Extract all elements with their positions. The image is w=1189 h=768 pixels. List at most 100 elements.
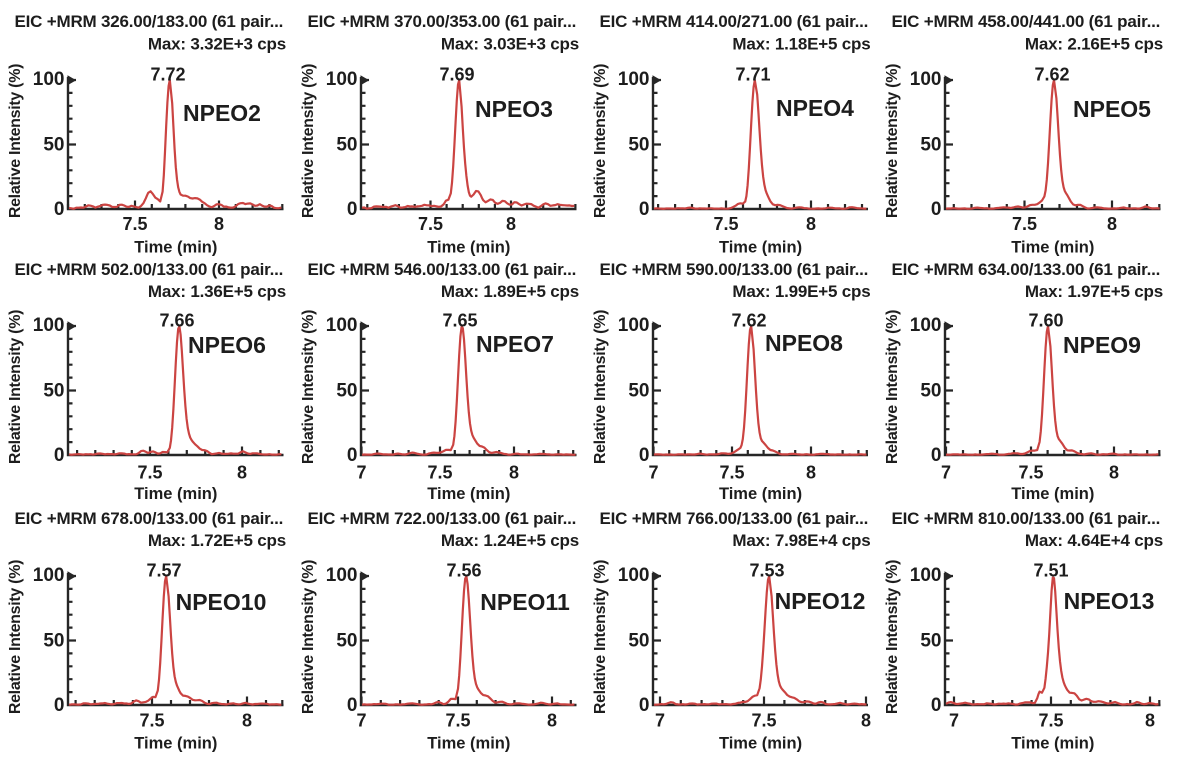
svg-text:Time (min): Time (min) (427, 239, 510, 257)
svg-text:Time (min): Time (min) (719, 735, 802, 753)
svg-text:Time (min): Time (min) (719, 239, 802, 257)
svg-text:Relative Intensity (%): Relative Intensity (%) (592, 560, 609, 714)
svg-text:0: 0 (347, 445, 358, 466)
svg-text:7: 7 (356, 711, 366, 731)
svg-text:Relative Intensity (%): Relative Intensity (%) (300, 64, 317, 218)
svg-text:7.5: 7.5 (1038, 711, 1063, 731)
svg-text:50: 50 (920, 381, 941, 402)
svg-text:NPEO12: NPEO12 (775, 588, 866, 614)
svg-text:8: 8 (242, 711, 252, 731)
svg-text:100: 100 (618, 565, 650, 586)
svg-text:7: 7 (941, 463, 951, 483)
svg-text:EIC +MRM 546.00/133.00 (61 pai: EIC +MRM 546.00/133.00 (61 pair... (308, 260, 577, 279)
svg-text:Time (min): Time (min) (427, 735, 510, 753)
svg-text:50: 50 (43, 135, 64, 156)
svg-text:7.5: 7.5 (1012, 214, 1037, 234)
svg-text:Relative Intensity (%): Relative Intensity (%) (7, 560, 24, 714)
svg-text:7.65: 7.65 (442, 311, 477, 331)
svg-text:100: 100 (618, 315, 650, 336)
svg-text:8: 8 (509, 463, 519, 483)
svg-text:7: 7 (949, 711, 959, 731)
svg-text:50: 50 (336, 381, 357, 402)
svg-text:7.5: 7.5 (418, 214, 443, 234)
svg-text:7.5: 7.5 (427, 463, 452, 483)
svg-text:100: 100 (33, 565, 65, 586)
svg-text:7.5: 7.5 (713, 214, 738, 234)
svg-text:EIC +MRM 458.00/441.00 (61 pai: EIC +MRM 458.00/441.00 (61 pair... (892, 12, 1161, 31)
svg-text:7.56: 7.56 (446, 561, 481, 581)
svg-text:50: 50 (43, 631, 64, 652)
svg-text:0: 0 (639, 199, 650, 220)
svg-text:Relative Intensity (%): Relative Intensity (%) (592, 64, 609, 218)
svg-text:7.66: 7.66 (159, 311, 194, 331)
svg-text:NPEO4: NPEO4 (776, 95, 854, 121)
svg-text:Time (min): Time (min) (134, 485, 217, 503)
svg-text:7.5: 7.5 (137, 463, 162, 483)
svg-text:Time (min): Time (min) (719, 485, 802, 503)
svg-text:EIC +MRM 678.00/133.00 (61 pai: EIC +MRM 678.00/133.00 (61 pair... (15, 509, 284, 528)
svg-text:0: 0 (347, 199, 358, 220)
svg-text:NPEO6: NPEO6 (188, 332, 266, 358)
svg-text:Max: 1.36E+5 cps: Max: 1.36E+5 cps (148, 282, 286, 301)
svg-text:7.72: 7.72 (150, 65, 185, 85)
svg-text:50: 50 (336, 631, 357, 652)
svg-text:7: 7 (648, 463, 658, 483)
svg-text:7.5: 7.5 (445, 711, 470, 731)
svg-text:Relative Intensity (%): Relative Intensity (%) (7, 64, 24, 218)
svg-text:100: 100 (326, 315, 358, 336)
svg-text:Time (min): Time (min) (427, 485, 510, 503)
svg-text:0: 0 (931, 695, 942, 716)
svg-text:100: 100 (33, 315, 65, 336)
svg-text:7.57: 7.57 (146, 561, 181, 581)
svg-text:100: 100 (618, 69, 650, 90)
svg-text:NPEO8: NPEO8 (765, 330, 843, 356)
svg-text:Time (min): Time (min) (134, 735, 217, 753)
svg-text:0: 0 (931, 199, 942, 220)
svg-text:7: 7 (655, 711, 665, 731)
svg-text:Max: 2.16E+5 cps: Max: 2.16E+5 cps (1025, 34, 1163, 53)
svg-text:0: 0 (931, 445, 942, 466)
svg-text:50: 50 (43, 381, 64, 402)
svg-text:0: 0 (54, 445, 65, 466)
svg-text:NPEO9: NPEO9 (1063, 332, 1141, 358)
svg-text:50: 50 (628, 381, 649, 402)
svg-text:NPEO2: NPEO2 (183, 100, 261, 126)
svg-text:EIC +MRM 634.00/133.00 (61 pai: EIC +MRM 634.00/133.00 (61 pair... (892, 260, 1161, 279)
svg-text:NPEO11: NPEO11 (480, 589, 570, 615)
svg-text:Relative Intensity (%): Relative Intensity (%) (7, 310, 24, 464)
svg-text:Max: 1.72E+5 cps: Max: 1.72E+5 cps (148, 531, 286, 550)
svg-text:0: 0 (54, 695, 65, 716)
svg-text:7.5: 7.5 (1018, 463, 1043, 483)
svg-text:Time (min): Time (min) (1011, 239, 1094, 257)
svg-text:EIC +MRM 414.00/271.00 (61 pai: EIC +MRM 414.00/271.00 (61 pair... (600, 12, 869, 31)
svg-text:EIC +MRM 590.00/133.00 (61 pai: EIC +MRM 590.00/133.00 (61 pair... (600, 260, 869, 279)
svg-text:Time (min): Time (min) (134, 239, 217, 257)
svg-text:100: 100 (326, 565, 358, 586)
svg-text:EIC +MRM 502.00/133.00 (61 pai: EIC +MRM 502.00/133.00 (61 pair... (15, 260, 284, 279)
svg-text:Relative Intensity (%): Relative Intensity (%) (884, 310, 901, 464)
svg-text:50: 50 (628, 631, 649, 652)
svg-text:7.71: 7.71 (735, 65, 770, 85)
svg-text:8: 8 (506, 214, 516, 234)
svg-text:8: 8 (1145, 711, 1155, 731)
svg-text:Relative Intensity (%): Relative Intensity (%) (884, 560, 901, 714)
svg-text:7: 7 (356, 463, 366, 483)
svg-text:7.51: 7.51 (1033, 561, 1068, 581)
svg-text:7.60: 7.60 (1028, 311, 1063, 331)
svg-text:NPEO3: NPEO3 (475, 96, 553, 122)
svg-text:Max: 3.32E+3 cps: Max: 3.32E+3 cps (148, 34, 286, 53)
svg-text:0: 0 (639, 445, 650, 466)
svg-text:8: 8 (861, 711, 871, 731)
svg-text:Relative Intensity (%): Relative Intensity (%) (300, 310, 317, 464)
svg-text:7.5: 7.5 (122, 214, 147, 234)
svg-text:Max: 1.24E+5 cps: Max: 1.24E+5 cps (441, 531, 579, 550)
svg-text:7.69: 7.69 (439, 65, 474, 85)
svg-text:50: 50 (628, 135, 649, 156)
svg-text:50: 50 (920, 135, 941, 156)
svg-text:Time (min): Time (min) (1011, 735, 1094, 753)
svg-text:EIC +MRM 370.00/353.00 (61 pai: EIC +MRM 370.00/353.00 (61 pair... (308, 12, 577, 31)
svg-text:8: 8 (1109, 463, 1119, 483)
svg-text:8: 8 (806, 214, 816, 234)
svg-text:8: 8 (214, 214, 224, 234)
svg-text:7.5: 7.5 (139, 711, 164, 731)
